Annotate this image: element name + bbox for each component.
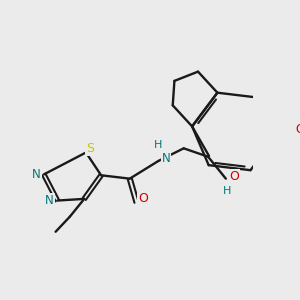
Text: O: O [229,169,239,183]
Text: H: H [154,140,163,150]
Text: S: S [86,142,94,155]
Text: O: O [296,123,300,136]
Text: N: N [45,194,54,207]
Text: H: H [223,186,232,196]
Text: N: N [32,168,40,181]
Text: N: N [162,152,170,165]
Text: O: O [138,192,148,206]
